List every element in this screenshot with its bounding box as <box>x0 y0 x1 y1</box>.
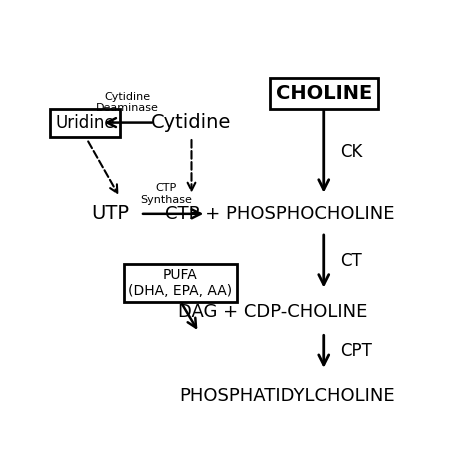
Text: CPT: CPT <box>340 342 372 360</box>
Text: PHOSPHATIDYLCHOLINE: PHOSPHATIDYLCHOLINE <box>179 387 395 405</box>
Text: CK: CK <box>340 143 363 161</box>
Text: PUFA
(DHA, EPA, AA): PUFA (DHA, EPA, AA) <box>128 268 233 298</box>
Text: DAG + CDP-CHOLINE: DAG + CDP-CHOLINE <box>178 303 367 321</box>
Text: CHOLINE: CHOLINE <box>275 84 372 103</box>
Text: CTP
Synthase: CTP Synthase <box>140 183 191 205</box>
Text: CT: CT <box>340 252 362 270</box>
Text: Cytidine: Cytidine <box>151 113 232 132</box>
Text: UTP: UTP <box>91 204 130 223</box>
Text: Uridine: Uridine <box>55 114 115 132</box>
Text: CTP + PHOSPHOCHOLINE: CTP + PHOSPHOCHOLINE <box>165 205 394 223</box>
Text: Cytidine
Deaminase: Cytidine Deaminase <box>96 92 159 113</box>
